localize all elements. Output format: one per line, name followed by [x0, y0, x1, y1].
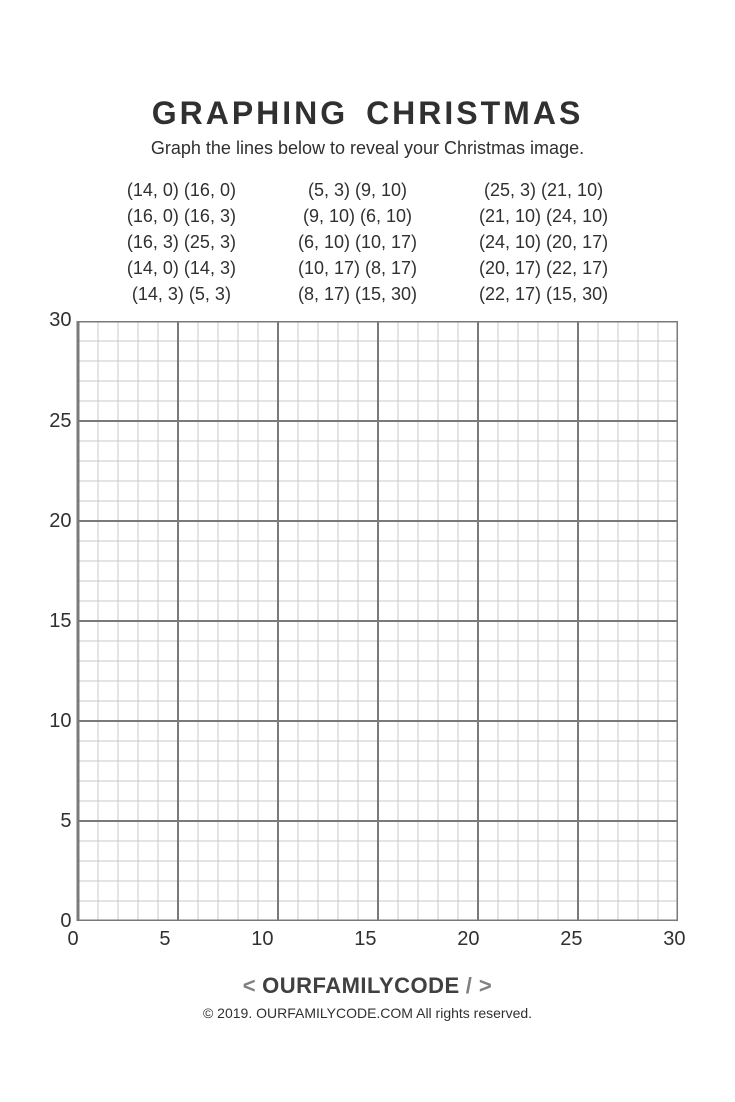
copyright: © 2019. OURFAMILYCODE.COM All rights res…: [203, 1005, 532, 1021]
coordinate-grid: [38, 321, 678, 921]
coord-pair: (8, 17) (15, 30): [298, 281, 417, 307]
page-title: GRAPHING CHRISTMAS: [152, 95, 584, 132]
graph-area: 051015202530 051015202530: [38, 321, 698, 921]
copyright-site: OURFAMILYCODE.COM: [256, 1005, 413, 1021]
coord-pair: (6, 10) (10, 17): [298, 229, 417, 255]
y-tick-label: 25: [32, 410, 72, 433]
x-tick-label: 0: [68, 928, 79, 951]
coord-pair: (5, 3) (9, 10): [298, 177, 417, 203]
copyright-rest: All rights reserved.: [416, 1005, 532, 1021]
coord-pair: (21, 10) (24, 10): [479, 203, 608, 229]
coord-column-2: (5, 3) (9, 10)(9, 10) (6, 10)(6, 10) (10…: [298, 177, 417, 307]
brand-name: OURFAMILYCODE: [262, 973, 460, 999]
copyright-year: 2019.: [217, 1005, 252, 1021]
x-tick-label: 15: [354, 928, 376, 951]
coord-pair: (20, 17) (22, 17): [479, 255, 608, 281]
coord-column-1: (14, 0) (16, 0)(16, 0) (16, 3)(16, 3) (2…: [127, 177, 236, 307]
footer: < OURFAMILYCODE / > © 2019. OURFAMILYCOD…: [203, 973, 532, 1021]
y-tick-label: 10: [32, 710, 72, 733]
copyright-symbol: ©: [203, 1005, 213, 1021]
x-axis-labels: 0 5 10 15 20 25 30: [68, 928, 686, 951]
y-tick-label: 15: [32, 610, 72, 633]
coord-pair: (25, 3) (21, 10): [479, 177, 608, 203]
brand-logo: < OURFAMILYCODE / >: [203, 973, 532, 999]
coord-pair: (24, 10) (20, 17): [479, 229, 608, 255]
subtitle: Graph the lines below to reveal your Chr…: [151, 138, 584, 159]
coord-pair: (14, 3) (5, 3): [127, 281, 236, 307]
y-tick-label: 20: [32, 510, 72, 533]
y-tick-label: 30: [32, 309, 72, 332]
coord-pair: (10, 17) (8, 17): [298, 255, 417, 281]
x-tick-label: 30: [663, 928, 685, 951]
coord-column-3: (25, 3) (21, 10)(21, 10) (24, 10)(24, 10…: [479, 177, 608, 307]
coordinate-list: (14, 0) (16, 0)(16, 0) (16, 3)(16, 3) (2…: [127, 177, 608, 307]
y-tick-label: 0: [32, 910, 72, 933]
x-tick-label: 10: [251, 928, 273, 951]
coord-pair: (22, 17) (15, 30): [479, 281, 608, 307]
coord-pair: (9, 10) (6, 10): [298, 203, 417, 229]
x-tick-label: 25: [560, 928, 582, 951]
coord-pair: (16, 0) (16, 3): [127, 203, 236, 229]
angle-close-icon: / >: [466, 973, 493, 999]
y-axis-labels: 0 5 10 15 20 25 30: [32, 309, 72, 933]
y-tick-label: 5: [32, 810, 72, 833]
angle-open-icon: <: [243, 973, 256, 999]
coord-pair: (14, 0) (14, 3): [127, 255, 236, 281]
x-tick-label: 20: [457, 928, 479, 951]
x-tick-label: 5: [159, 928, 170, 951]
coord-pair: (16, 3) (25, 3): [127, 229, 236, 255]
coord-pair: (14, 0) (16, 0): [127, 177, 236, 203]
